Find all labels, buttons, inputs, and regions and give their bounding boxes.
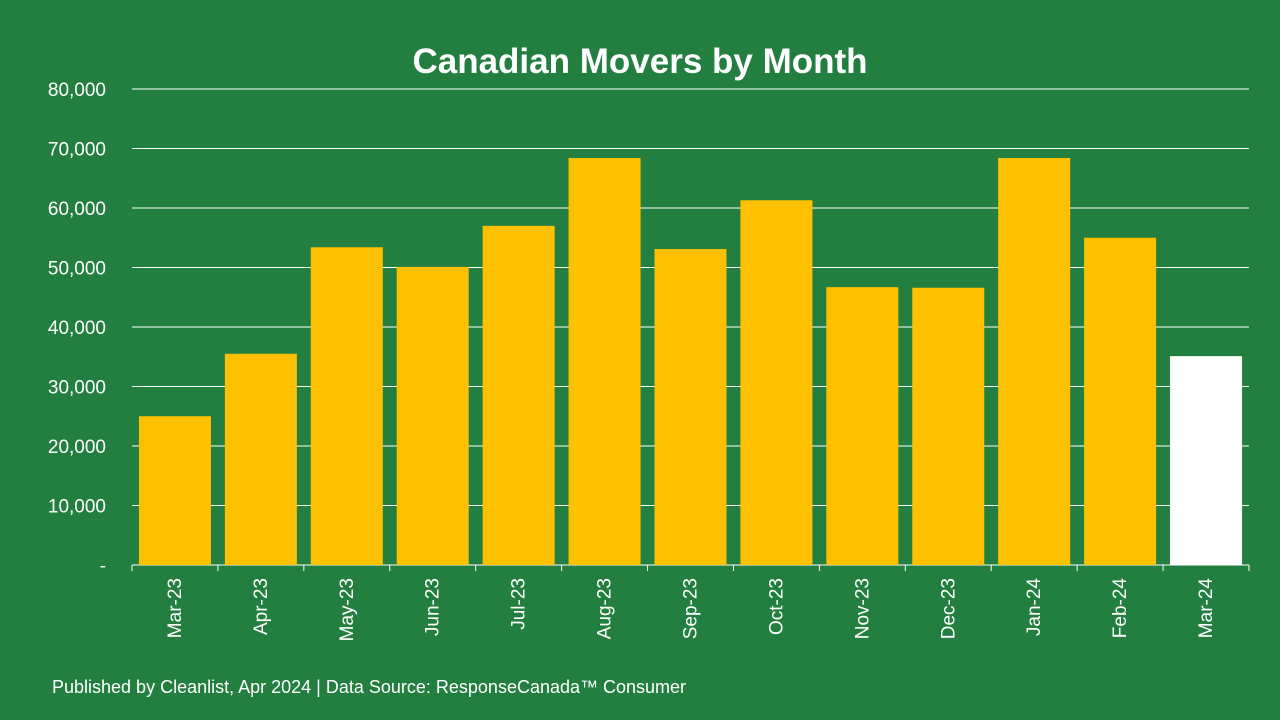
y-tick-label: 80,000 bbox=[48, 80, 106, 101]
bar-jul-23 bbox=[482, 225, 555, 565]
y-tick-label: 60,000 bbox=[48, 199, 106, 220]
x-tick-label: Jun-23 bbox=[423, 578, 444, 636]
x-tick-label: Sep-23 bbox=[681, 578, 702, 639]
x-tick-label: May-23 bbox=[337, 578, 358, 641]
x-tick-label: Apr-23 bbox=[251, 578, 272, 635]
y-tick-label: 40,000 bbox=[48, 318, 106, 339]
x-tick-label: Aug-23 bbox=[595, 578, 616, 639]
bar-feb-24 bbox=[1084, 237, 1157, 565]
bar-jun-23 bbox=[396, 266, 469, 565]
bar-nov-23 bbox=[826, 287, 899, 565]
bar-sep-23 bbox=[654, 249, 727, 565]
x-tick-label: Jan-24 bbox=[1024, 578, 1045, 637]
x-tick-label: Feb-24 bbox=[1110, 578, 1131, 639]
x-tick-label: Dec-23 bbox=[938, 578, 959, 639]
y-tick-label: 30,000 bbox=[48, 378, 106, 399]
bar-jan-24 bbox=[998, 158, 1071, 565]
x-tick-label: Mar-24 bbox=[1196, 578, 1217, 639]
y-tick-label: - bbox=[100, 556, 106, 577]
footer-source: Published by Cleanlist, Apr 2024 | Data … bbox=[52, 677, 687, 697]
chart-title: Canadian Movers by Month bbox=[412, 42, 868, 81]
bar-may-23 bbox=[310, 247, 383, 565]
y-tick-label: 10,000 bbox=[48, 497, 106, 518]
bar-oct-23 bbox=[740, 200, 813, 565]
y-tick-label: 50,000 bbox=[48, 259, 106, 280]
bar-dec-23 bbox=[912, 287, 985, 565]
y-tick-label: 20,000 bbox=[48, 437, 106, 458]
x-tick-label: Oct-23 bbox=[766, 578, 787, 635]
bar-apr-23 bbox=[224, 353, 297, 565]
x-tick-label: Jul-23 bbox=[509, 578, 530, 630]
x-tick-label: Mar-23 bbox=[165, 578, 186, 638]
bar-mar-23 bbox=[138, 416, 211, 565]
bar-aug-23 bbox=[568, 158, 641, 565]
x-tick-label: Nov-23 bbox=[852, 578, 873, 639]
y-tick-label: 70,000 bbox=[48, 140, 106, 161]
bar-mar-24 bbox=[1170, 356, 1243, 565]
